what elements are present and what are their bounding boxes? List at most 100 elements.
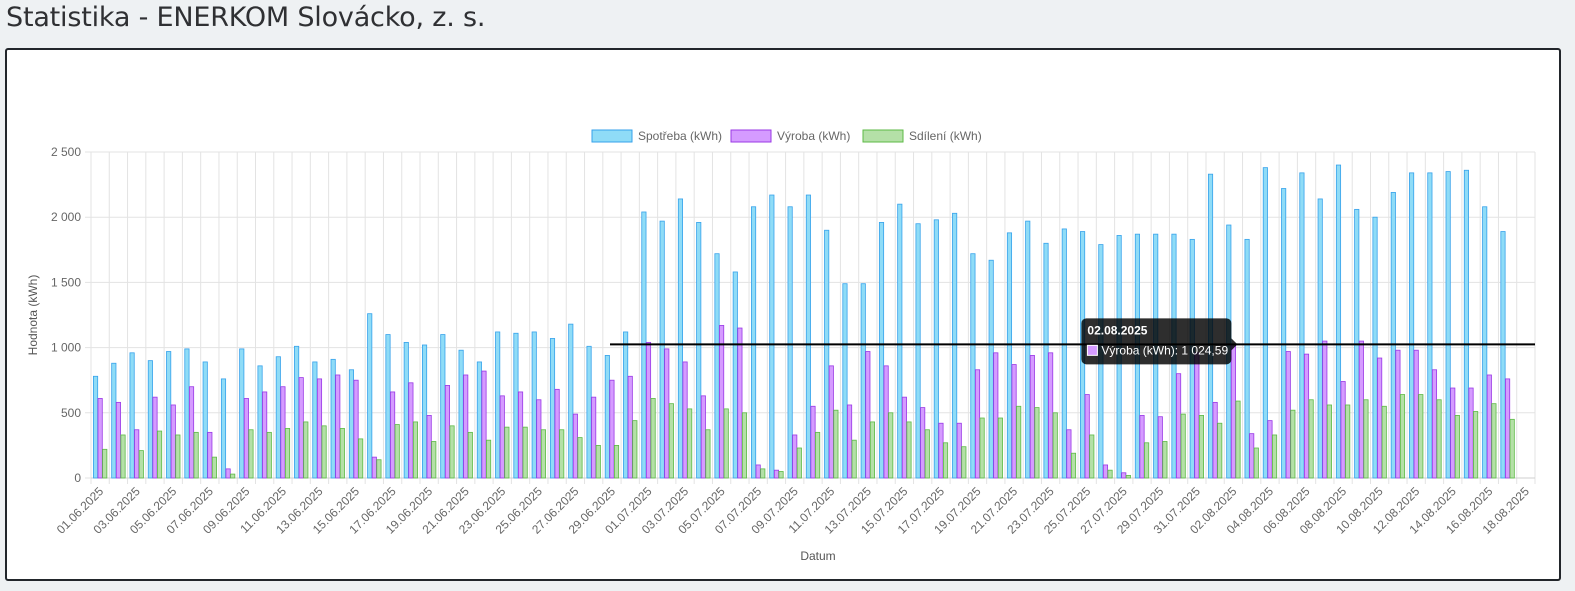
bar-spotreba[interactable]: [1043, 242, 1049, 479]
bar-vyroba[interactable]: [1157, 416, 1163, 479]
bar-spotreba[interactable]: [294, 345, 300, 479]
bar-sdileni[interactable]: [906, 421, 912, 479]
bar-vyroba[interactable]: [1431, 369, 1438, 479]
bar-spotreba[interactable]: [403, 341, 409, 479]
bar-sdileni[interactable]: [175, 434, 181, 479]
bar-sdileni[interactable]: [559, 429, 565, 479]
bar-spotreba[interactable]: [275, 356, 281, 479]
bar-vyroba[interactable]: [773, 469, 779, 479]
bar-vyroba[interactable]: [335, 374, 341, 479]
bar-sdileni[interactable]: [1034, 407, 1040, 479]
bar-sdileni[interactable]: [540, 429, 546, 479]
bar-spotreba[interactable]: [1299, 172, 1305, 479]
bar-spotreba[interactable]: [933, 219, 939, 479]
bar-vyroba[interactable]: [170, 404, 176, 479]
bar-vyroba[interactable]: [426, 415, 432, 479]
bar-sdileni[interactable]: [1107, 469, 1113, 479]
bar-vyroba[interactable]: [1194, 352, 1200, 479]
bar-vyroba[interactable]: [1230, 343, 1236, 479]
bar-sdileni[interactable]: [778, 471, 784, 479]
bar-vyroba[interactable]: [1450, 387, 1456, 479]
bar-spotreba[interactable]: [220, 378, 227, 479]
bar-vyroba[interactable]: [1249, 433, 1255, 479]
bar-spotreba[interactable]: [1463, 169, 1469, 479]
bar-spotreba[interactable]: [769, 194, 775, 479]
bar-vyroba[interactable]: [262, 391, 268, 479]
bar-sdileni[interactable]: [595, 444, 601, 479]
bar-sdileni[interactable]: [449, 425, 455, 479]
bar-sdileni[interactable]: [833, 409, 839, 479]
bar-vyroba[interactable]: [974, 369, 981, 479]
bar-sdileni[interactable]: [997, 417, 1003, 479]
bar-vyroba[interactable]: [1139, 415, 1145, 479]
bar-vyroba[interactable]: [371, 456, 377, 479]
bar-spotreba[interactable]: [367, 313, 373, 479]
bar-spotreba[interactable]: [458, 349, 464, 479]
bar-spotreba[interactable]: [385, 334, 391, 479]
bar-vyroba[interactable]: [609, 379, 615, 479]
bar-spotreba[interactable]: [1390, 192, 1396, 479]
bar-spotreba[interactable]: [111, 362, 117, 479]
bar-spotreba[interactable]: [549, 338, 556, 479]
bar-sdileni[interactable]: [1290, 409, 1296, 479]
bar-vyroba[interactable]: [700, 395, 706, 479]
bar-sdileni[interactable]: [394, 424, 400, 479]
bar-sdileni[interactable]: [979, 417, 985, 479]
bar-vyroba[interactable]: [1121, 472, 1127, 479]
bar-spotreba[interactable]: [1061, 228, 1067, 479]
bar-vyroba[interactable]: [481, 370, 487, 479]
bar-sdileni[interactable]: [1125, 474, 1131, 479]
bar-vyroba[interactable]: [792, 434, 798, 479]
bar-vyroba[interactable]: [280, 386, 286, 479]
bar-vyroba[interactable]: [408, 382, 414, 479]
bar-sdileni[interactable]: [741, 412, 748, 479]
bar-vyroba[interactable]: [883, 365, 889, 479]
bar-vyroba[interactable]: [1358, 340, 1364, 479]
bar-spotreba[interactable]: [129, 352, 135, 479]
bar-vyroba[interactable]: [645, 341, 652, 479]
bar-sdileni[interactable]: [961, 446, 967, 479]
bar-spotreba[interactable]: [878, 222, 885, 479]
bar-spotreba[interactable]: [714, 253, 720, 479]
bar-vyroba[interactable]: [115, 401, 121, 479]
bar-vyroba[interactable]: [1340, 381, 1346, 479]
bar-spotreba[interactable]: [897, 203, 903, 479]
bar-sdileni[interactable]: [796, 447, 802, 479]
bar-vyroba[interactable]: [719, 325, 725, 479]
bar-sdileni[interactable]: [632, 420, 638, 479]
bar-spotreba[interactable]: [1281, 188, 1287, 479]
bar-sdileni[interactable]: [1089, 434, 1095, 479]
bar-spotreba[interactable]: [696, 222, 702, 479]
bar-sdileni[interactable]: [1180, 413, 1186, 479]
bar-vyroba[interactable]: [938, 422, 944, 479]
bar-sdileni[interactable]: [1217, 422, 1223, 479]
bar-sdileni[interactable]: [1436, 399, 1442, 479]
bar-sdileni[interactable]: [1345, 404, 1351, 479]
bar-spotreba[interactable]: [513, 332, 519, 479]
bar-vyroba[interactable]: [1322, 340, 1328, 479]
bar-spotreba[interactable]: [312, 361, 318, 479]
bar-sdileni[interactable]: [687, 408, 693, 479]
bar-vyroba[interactable]: [572, 413, 578, 479]
bar-sdileni[interactable]: [668, 403, 674, 479]
bar-sdileni[interactable]: [760, 468, 766, 479]
bar-spotreba[interactable]: [988, 259, 994, 479]
bar-sdileni[interactable]: [1144, 442, 1150, 479]
bar-spotreba[interactable]: [824, 229, 830, 479]
legend-label[interactable]: Výroba (kWh): [777, 129, 850, 143]
bar-spotreba[interactable]: [952, 212, 958, 479]
bar-sdileni[interactable]: [431, 441, 437, 479]
bar-spotreba[interactable]: [1427, 172, 1433, 479]
bar-spotreba[interactable]: [440, 334, 446, 479]
bar-sdileni[interactable]: [120, 434, 126, 479]
bar-sdileni[interactable]: [1308, 399, 1314, 479]
bar-sdileni[interactable]: [1162, 441, 1168, 479]
bar-spotreba[interactable]: [805, 194, 811, 479]
bar-vyroba[interactable]: [444, 385, 450, 479]
bar-spotreba[interactable]: [1006, 232, 1013, 479]
bar-vyroba[interactable]: [243, 398, 249, 479]
bar-sdileni[interactable]: [1491, 403, 1497, 479]
bar-vyroba[interactable]: [517, 391, 524, 479]
bar-spotreba[interactable]: [604, 355, 610, 479]
bar-sdileni[interactable]: [1454, 415, 1460, 479]
